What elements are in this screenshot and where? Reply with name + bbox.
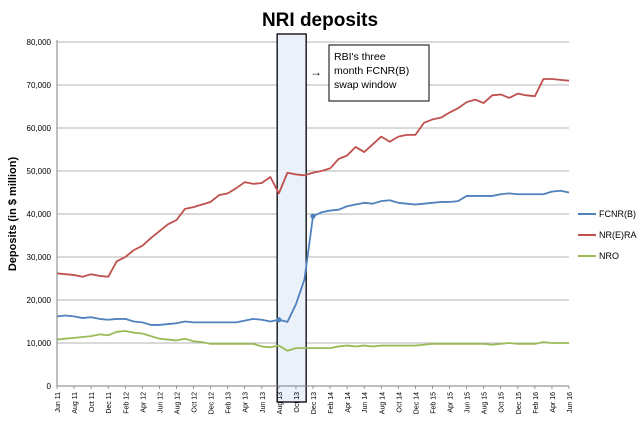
x-tick-label: Dec 15 bbox=[516, 392, 523, 414]
x-tick-label: Oct 14 bbox=[396, 392, 403, 413]
x-tick-label: Feb 15 bbox=[430, 392, 437, 414]
x-tick-label: Apr 16 bbox=[550, 392, 557, 413]
chart-title: NRI deposits bbox=[262, 10, 378, 31]
y-tick-label: 70,000 bbox=[27, 81, 52, 90]
data-point-marker bbox=[276, 317, 282, 323]
legend-label: FCNR(B) bbox=[599, 209, 636, 219]
y-tick-label: 60,000 bbox=[27, 124, 52, 133]
data-point-marker bbox=[310, 213, 316, 219]
x-tick-label: Jun 16 bbox=[567, 392, 574, 413]
x-tick-label: Jun 14 bbox=[362, 392, 369, 413]
y-tick-label: 20,000 bbox=[27, 296, 52, 305]
x-tick-label: Aug 12 bbox=[174, 392, 181, 414]
x-tick-label: Apr 15 bbox=[448, 392, 455, 413]
x-tick-label: Jun 12 bbox=[157, 392, 164, 413]
x-tick-label: Aug 11 bbox=[72, 392, 79, 414]
x-tick-label: Oct 13 bbox=[294, 392, 301, 413]
x-tick-label: Apr 14 bbox=[345, 392, 352, 413]
x-tick-label: Oct 11 bbox=[89, 392, 96, 412]
swap-window-highlight bbox=[276, 33, 307, 403]
x-tick-label: Oct 12 bbox=[192, 392, 199, 413]
x-tick-label: Dec 13 bbox=[311, 392, 318, 414]
x-tick-label: Oct 15 bbox=[499, 392, 506, 413]
x-tick-label: Dec 14 bbox=[413, 392, 420, 414]
series-line-nro bbox=[56, 330, 569, 352]
annotation-arrow-icon: → bbox=[310, 65, 322, 79]
x-tick-labels: Jun 11 Aug 11 Oct 11 Dec 11 Feb 12 Apr 12 Jun … bbox=[55, 392, 574, 414]
y-tick-labels: 0 10,000 20,000 30,000 40,000 50,000 60,000 70,… bbox=[27, 38, 52, 391]
x-tick-label: Dec 11 bbox=[106, 392, 113, 414]
x-tick-label: Aug 14 bbox=[379, 392, 386, 414]
swap-window-annotation: → RBI's three month FCNR(B) swap window bbox=[310, 44, 430, 102]
legend-label: NRO bbox=[599, 251, 619, 261]
y-tick-label: 30,000 bbox=[27, 253, 52, 262]
x-tick-label: Feb 12 bbox=[123, 392, 130, 414]
x-tick-label: Apr 13 bbox=[243, 392, 250, 413]
series-line-fcnr-b- bbox=[56, 189, 570, 326]
gridlines bbox=[57, 41, 569, 344]
y-tick-label: 0 bbox=[47, 382, 52, 391]
x-tick-label: Feb 14 bbox=[328, 392, 335, 414]
annotation-text-line: RBI's three bbox=[334, 51, 386, 63]
x-tick-label: Apr 12 bbox=[140, 392, 147, 413]
x-tick-label: Feb 13 bbox=[226, 392, 233, 414]
series-markers bbox=[276, 213, 316, 323]
legend-label: NR(E)RA bbox=[599, 230, 637, 240]
y-tick-label: 50,000 bbox=[27, 167, 52, 176]
legend: FCNR(B) NR(E)RA NRO bbox=[578, 209, 637, 261]
y-axis-title: Deposits (in $ million) bbox=[7, 157, 19, 272]
x-tick-label: Dec 12 bbox=[209, 392, 216, 414]
y-tick-label: 40,000 bbox=[27, 210, 52, 219]
x-tick-label: Jun 11 bbox=[55, 392, 62, 413]
x-tick-label: Aug 15 bbox=[482, 392, 489, 414]
annotation-text-line: month FCNR(B) bbox=[334, 65, 409, 77]
annotation-box bbox=[328, 44, 430, 102]
axes bbox=[56, 40, 570, 389]
y-tick-label: 10,000 bbox=[27, 339, 52, 348]
series-line-nr-e-ra bbox=[56, 78, 570, 278]
x-tick-label: Aug 13 bbox=[277, 392, 284, 414]
annotation-text-line: swap window bbox=[334, 79, 397, 91]
x-tick-label: Jun 13 bbox=[260, 392, 267, 413]
y-tick-label: 80,000 bbox=[27, 38, 52, 47]
x-tick-label: Jun 15 bbox=[465, 392, 472, 413]
x-tick-label: Feb 16 bbox=[533, 392, 540, 414]
swap-window-highlight-group bbox=[276, 33, 307, 403]
